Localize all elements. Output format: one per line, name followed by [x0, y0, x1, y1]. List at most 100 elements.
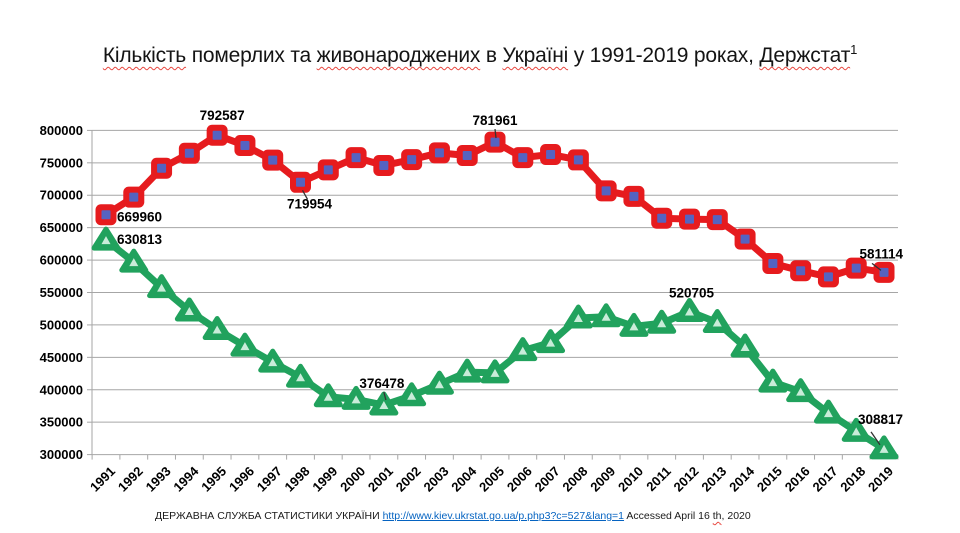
births-marker-inner: [546, 338, 556, 347]
x-axis-label: 2015: [754, 464, 785, 495]
deaths-marker-inner: [573, 155, 583, 165]
x-axis-label: 2011: [643, 464, 674, 495]
x-axis-label: 2004: [448, 463, 480, 495]
births-marker-inner: [129, 258, 139, 267]
births-marker-inner: [379, 401, 389, 410]
x-axis-label: 1991: [87, 464, 118, 495]
births-marker-inner: [740, 343, 750, 352]
x-axis-label: 2003: [420, 464, 451, 495]
x-axis-label: 2009: [587, 464, 618, 495]
title-misspelled-word: Кількість: [102, 44, 187, 67]
births-marker-inner: [323, 392, 333, 401]
births-marker-inner: [462, 368, 472, 377]
x-axis-label: 1998: [282, 464, 313, 495]
x-axis-label: 2002: [393, 464, 424, 495]
x-axis-label: 1997: [254, 464, 285, 495]
births-marker-inner: [879, 444, 889, 453]
deaths-marker-inner: [879, 267, 889, 277]
x-axis-label: 1994: [170, 463, 202, 495]
data-label: 669960: [117, 210, 162, 225]
source-text: ДЕРЖАВНА СЛУЖБА СТАТИСТИКИ УКРАЇНИ http:…: [155, 510, 751, 522]
x-axis-label: 2000: [337, 464, 368, 495]
deaths-marker-inner: [379, 160, 389, 170]
births-marker-inner: [712, 318, 722, 327]
data-label-leader: [494, 129, 497, 139]
data-label: 308817: [858, 412, 903, 427]
x-axis-label: 2008: [559, 464, 590, 495]
deaths-marker-inner: [601, 186, 611, 196]
x-axis-label: 1995: [198, 464, 229, 495]
footer-text: , 2020: [721, 510, 751, 522]
x-axis-label: 2005: [476, 464, 507, 495]
y-axis-label: 750000: [40, 155, 83, 170]
births-marker-inner: [490, 368, 500, 377]
y-axis-label: 650000: [40, 220, 83, 235]
births-marker-inner: [657, 319, 667, 328]
births-marker-inner: [184, 306, 194, 315]
deaths-marker-inner: [685, 214, 695, 224]
data-label: 630813: [117, 232, 163, 247]
births-marker-inner: [796, 387, 806, 396]
y-axis-label: 700000: [40, 188, 83, 203]
title-text: у 1991-2019 роках,: [568, 44, 760, 67]
source-link[interactable]: http://www.kiev.ukrstat.go.ua/p.php3?c=5…: [382, 510, 625, 522]
births-marker-inner: [296, 373, 306, 382]
births-marker-inner: [240, 342, 250, 351]
title-text: померлих та: [186, 44, 317, 67]
x-axis-label: 2006: [504, 464, 535, 495]
deaths-marker-inner: [629, 191, 639, 201]
births-marker-inner: [101, 236, 111, 245]
x-axis-label: 1999: [309, 464, 340, 495]
births-marker-inner: [768, 378, 778, 387]
y-axis-label: 300000: [40, 447, 83, 462]
x-axis-label: 2001: [365, 464, 396, 495]
deaths-marker-inner: [796, 266, 806, 276]
title-text: в: [480, 44, 503, 67]
footer-text: ДЕРЖАВНА СЛУЖБА СТАТИСТИКИ УКРАЇНИ: [155, 510, 383, 522]
deaths-marker-inner: [184, 148, 194, 158]
y-axis-label: 600000: [40, 253, 83, 268]
x-axis-label: 2010: [615, 464, 646, 495]
deaths-marker-inner: [823, 272, 833, 282]
deaths-marker-inner: [462, 151, 472, 161]
title-misspelled-word: Україні: [502, 44, 569, 67]
births-marker-inner: [823, 409, 833, 418]
births-marker-inner: [629, 322, 639, 331]
data-label: 520705: [669, 285, 715, 300]
data-label-leader: [383, 391, 387, 401]
deaths-marker-inner: [518, 153, 528, 163]
data-label-leader: [301, 189, 309, 200]
y-axis-label: 500000: [40, 317, 83, 332]
data-label-leader: [871, 262, 882, 271]
births-marker-inner: [157, 283, 167, 292]
x-axis-label: 2014: [726, 463, 758, 495]
deaths-marker-inner: [657, 213, 667, 223]
y-axis-label: 800000: [40, 123, 83, 138]
births-marker-inner: [851, 427, 861, 436]
y-axis-label: 550000: [40, 285, 83, 300]
y-axis-label: 400000: [40, 382, 83, 397]
x-axis-label: 2013: [698, 464, 729, 495]
x-axis-label: 1992: [115, 464, 146, 495]
y-axis-label: 350000: [40, 415, 83, 430]
data-label: 719954: [287, 196, 333, 211]
deaths-marker-inner: [212, 130, 222, 140]
data-label: 376478: [359, 376, 405, 391]
data-label: 792587: [200, 108, 245, 123]
x-axis-label: 2007: [532, 464, 563, 495]
title-misspelled-word: живонароджених: [316, 44, 481, 67]
births-marker-inner: [434, 380, 444, 389]
data-label-leader: [870, 431, 881, 446]
deaths-marker-inner: [101, 210, 111, 220]
births-marker-inner: [268, 358, 278, 367]
x-axis-label: 2012: [671, 464, 702, 495]
deaths-marker-inner: [268, 155, 278, 165]
data-label: 781961: [472, 113, 518, 128]
births-marker-inner: [407, 391, 417, 400]
deaths-marker-inner: [546, 149, 556, 159]
deaths-marker-inner: [240, 140, 250, 150]
deaths-marker-inner: [296, 177, 306, 187]
chart-title: Кількість померлих та живонароджених в У…: [0, 42, 960, 68]
deaths-marker-inner: [351, 153, 361, 163]
